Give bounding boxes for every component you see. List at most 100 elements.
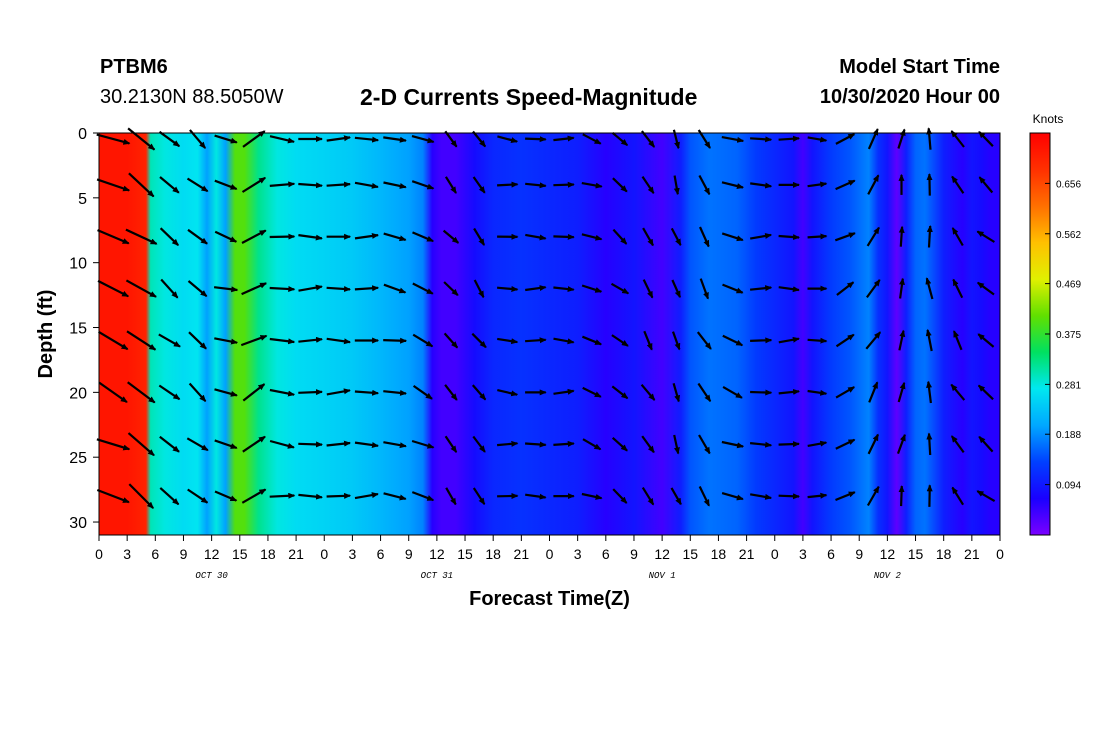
current-vector-arrow xyxy=(497,181,519,188)
y-tick-label: 25 xyxy=(69,450,87,467)
colorbar-tick-label: 0.281 xyxy=(1056,380,1081,391)
current-vector-arrow xyxy=(525,233,547,241)
current-vector-arrow xyxy=(269,181,296,188)
current-vector-arrow xyxy=(696,331,712,350)
current-vector-arrow xyxy=(214,439,238,450)
y-axis-label: Depth (ft) xyxy=(35,290,57,379)
x-tick-label: 12 xyxy=(204,546,220,562)
current-vector-arrow xyxy=(867,174,880,195)
current-vector-arrow xyxy=(471,384,487,401)
x-tick-label: 21 xyxy=(514,546,530,562)
current-vector-arrow xyxy=(553,286,575,293)
current-vector-arrow xyxy=(158,333,181,348)
current-vector-arrow xyxy=(326,440,351,447)
current-vector-arrow xyxy=(581,182,603,189)
current-vector-arrow xyxy=(298,336,323,343)
current-vector-arrow xyxy=(412,333,434,348)
current-vector-arrow xyxy=(126,330,157,351)
y-tick-label: 0 xyxy=(78,126,87,143)
current-vector-arrow xyxy=(866,279,881,299)
current-vector-arrow xyxy=(242,435,266,453)
current-vector-arrow xyxy=(269,135,295,144)
x-tick-label: 9 xyxy=(405,546,413,562)
x-tick-label: 0 xyxy=(771,546,779,562)
current-vector-arrow xyxy=(412,282,434,295)
current-vector-arrow xyxy=(722,385,743,399)
current-vector-arrow xyxy=(778,135,800,142)
current-vector-arrow xyxy=(214,230,238,243)
current-vector-arrow xyxy=(497,337,519,345)
current-vector-arrow xyxy=(525,136,547,143)
current-vector-arrow xyxy=(443,281,459,296)
current-vector-arrow xyxy=(866,485,880,507)
current-vector-arrow xyxy=(497,440,519,447)
current-vector-arrow xyxy=(472,487,486,506)
current-vector-arrow xyxy=(834,232,856,242)
current-vector-arrow xyxy=(553,135,575,142)
x-tick-label: 12 xyxy=(429,546,445,562)
current-vector-arrow xyxy=(721,492,744,501)
current-vector-arrow xyxy=(444,435,458,453)
x-tick-label: 0 xyxy=(996,546,1004,562)
current-vector-arrow xyxy=(241,488,267,504)
current-vector-arrow xyxy=(697,382,712,403)
current-vector-arrow xyxy=(721,440,745,449)
current-vector-arrow xyxy=(896,433,906,454)
current-vector-arrow xyxy=(721,181,744,189)
current-vector-arrow xyxy=(242,130,266,148)
current-vector-arrow xyxy=(835,438,856,450)
y-tick-label: 20 xyxy=(69,385,87,402)
current-vector-arrow xyxy=(214,134,238,144)
x-tick-label: 6 xyxy=(151,546,159,562)
current-vector-arrow xyxy=(525,285,547,292)
current-vector-arrow xyxy=(699,278,710,300)
current-vector-arrow xyxy=(926,127,933,150)
current-vector-arrow xyxy=(96,488,130,504)
current-vector-arrow xyxy=(807,389,828,396)
current-vector-arrow xyxy=(525,493,547,500)
x-tick-label: 6 xyxy=(827,546,835,562)
current-vector-arrow xyxy=(158,384,181,401)
current-vector-arrow xyxy=(159,435,180,453)
current-vector-arrow xyxy=(159,227,179,246)
current-vector-arrow xyxy=(125,279,157,298)
current-vector-arrow xyxy=(611,436,628,452)
current-vector-arrow xyxy=(298,441,323,448)
current-vector-arrow xyxy=(952,278,964,299)
current-vector-arrow xyxy=(471,332,487,349)
current-vector-arrow xyxy=(241,176,267,193)
current-vector-arrow xyxy=(612,488,628,504)
current-vector-arrow xyxy=(582,133,602,145)
current-vector-arrow xyxy=(672,382,681,403)
current-vector-arrow xyxy=(242,383,266,402)
current-vector-arrow xyxy=(354,492,379,500)
current-vector-arrow xyxy=(269,388,296,397)
current-vector-arrow xyxy=(778,388,800,395)
current-vector-arrow xyxy=(213,286,239,293)
current-vector-arrow xyxy=(835,179,856,191)
current-vector-arrow xyxy=(442,229,460,244)
x-tick-label: 15 xyxy=(908,546,924,562)
current-vector-arrow xyxy=(807,136,828,143)
current-vector-arrow xyxy=(354,441,379,448)
current-vector-arrow xyxy=(750,136,773,143)
current-vector-arrow xyxy=(722,283,744,294)
current-vector-arrow xyxy=(670,227,682,246)
current-vector-arrow xyxy=(127,127,156,151)
current-vector-arrow xyxy=(444,384,458,401)
current-vector-arrow xyxy=(581,492,603,500)
x-tick-label: 9 xyxy=(180,546,188,562)
colorbar-tick-label: 0.375 xyxy=(1056,330,1081,341)
current-vector-arrow xyxy=(383,441,407,449)
x-tick-label: 21 xyxy=(288,546,304,562)
current-vector-arrow xyxy=(926,380,933,404)
current-vector-arrow xyxy=(641,130,656,148)
current-vector-arrow xyxy=(750,232,773,240)
current-vector-arrow xyxy=(188,382,207,402)
current-vector-arrow xyxy=(354,136,380,143)
current-vector-arrow xyxy=(412,384,433,400)
x-axis: 0 3 6 9 12 15 18 21 0 3 6 9 12 15 18 21 0 3 6 9 12 15 18 21 0 3 6 9… xyxy=(95,535,1004,581)
current-vector-arrow xyxy=(611,131,629,147)
current-vector-arrow xyxy=(951,227,964,247)
current-vector-arrow xyxy=(671,279,682,299)
